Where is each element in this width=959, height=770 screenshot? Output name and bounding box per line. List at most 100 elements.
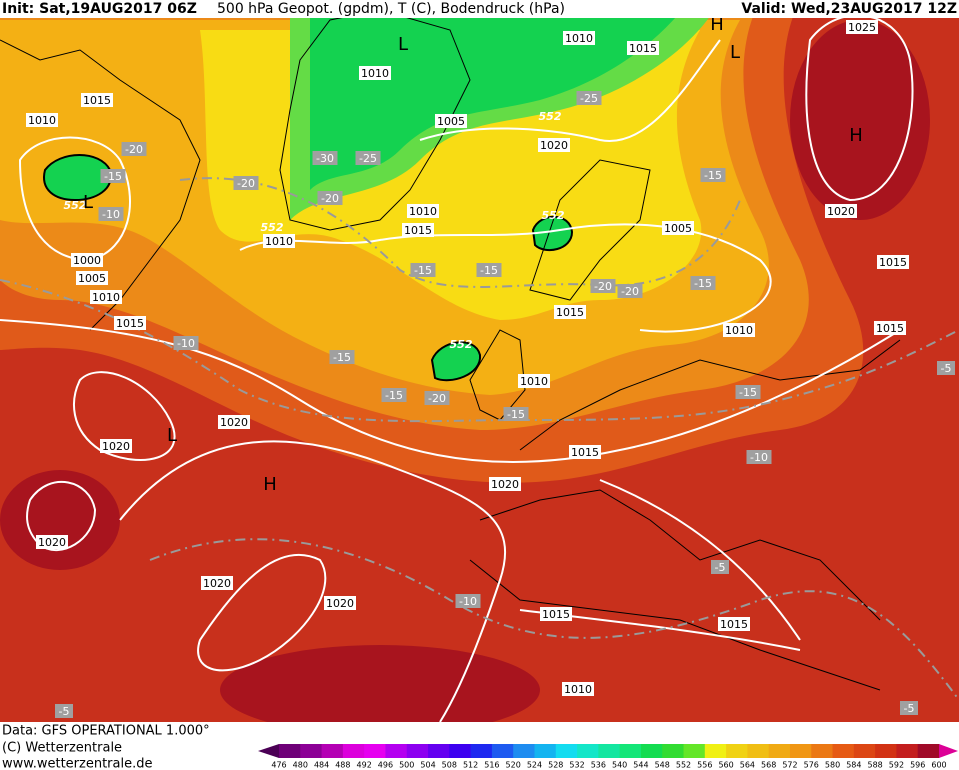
isobar-label-box [71,253,103,267]
colorbar-bin [704,744,727,758]
height-label: 552 [539,110,562,123]
isobar [419,39,721,142]
temperature-label-box [355,151,381,165]
temperature-fields [0,0,930,735]
temperature-label: -15 [739,386,757,399]
colorbar-label: 592 [889,761,904,770]
temperature-label: -15 [333,351,351,364]
isobar-label: 1010 [565,32,593,45]
colorbar-label: 600 [931,761,946,770]
isobar-label: 1020 [491,478,519,491]
isobar-label: 1025 [848,21,876,34]
temperature-label: -20 [594,280,612,293]
map-title: 500 hPa Geopot. (gpdm), T (C), Bodendruc… [217,1,565,17]
isobar-label: 1015 [720,618,748,631]
temperature-label: -30 [316,152,334,165]
colorbar-bin [853,744,876,758]
isobar-label-box [26,113,58,127]
isotherm [149,538,959,701]
isobar-label: 1010 [725,324,753,337]
isobar-label: 1020 [38,536,66,549]
isobar-label-box [563,31,595,45]
temperature-label: -15 [694,277,712,290]
isobar [18,136,131,262]
colorbar-arrow [939,744,958,758]
temperature-label-box [900,701,918,715]
temperature-label: -15 [704,169,722,182]
coastline [469,329,526,421]
pressure-center: H [263,474,277,495]
header-band [0,0,730,18]
colorbar-bin [577,744,599,758]
colorbar-label: 556 [697,761,712,770]
temperature-label-box [746,450,772,464]
temperature-label: -15 [104,170,122,183]
colorbar-label: 552 [676,761,691,770]
colorbar-label: 512 [463,761,478,770]
colorbar-label: 564 [740,761,755,770]
isobar-label-box [718,617,750,631]
isobar-label-box [874,321,906,335]
colorbar-label: 568 [761,761,776,770]
colorbar-label: 532 [569,761,584,770]
colorbar-label: 588 [867,761,882,770]
temperature-label-box [937,361,955,375]
colorbar-bin [534,744,557,758]
colorbar-bin [406,744,429,758]
temperature-label: -10 [750,451,768,464]
data-source: Data: GFS OPERATIONAL 1.000° [2,724,210,739]
temperature-label-box [410,263,436,277]
isobar-label: 1000 [73,254,101,267]
height-label: 552 [542,209,565,222]
field [310,0,690,190]
colorbar-bin [555,744,578,758]
temperature-label-box [476,263,502,277]
isobar-label: 1005 [437,115,465,128]
colorbar-label: 560 [718,761,733,770]
isobar-label-box [407,204,439,218]
temperature-label-box [121,142,147,156]
isobar-label: 1010 [520,375,548,388]
colorbar-bin [385,744,408,758]
colorbar-bin [321,744,344,758]
pressure-center: L [167,425,177,446]
colorbar-label: 500 [399,761,414,770]
isobars [0,14,914,723]
isobar-label-box [218,415,250,429]
temperature-label-box [312,151,338,165]
colorbar-label: 548 [655,761,670,770]
height-label: 552 [450,338,473,351]
isobar-label-box [540,607,572,621]
temperature-label: -15 [507,408,525,421]
isobar-label-box [846,20,878,34]
isobar-label: 1005 [78,272,106,285]
colorbar-label: 580 [825,761,840,770]
temperature-label: -15 [414,264,432,277]
field [0,470,120,570]
isobar-label: 1015 [879,256,907,269]
isobar-label-box [201,576,233,590]
isotherm [0,279,959,423]
field [220,645,540,735]
temperature-label: -10 [102,208,120,221]
isobar-label: 1020 [827,205,855,218]
colorbar-label: 528 [548,761,563,770]
isobar-label: 1010 [265,235,293,248]
temperature-label: -5 [904,702,915,715]
isobar-label: 1015 [404,224,432,237]
copyright: (C) Wetterzentrale [2,741,122,756]
isobar-label: 1010 [28,114,56,127]
temperature-label: -5 [715,561,726,574]
isobar [197,553,327,672]
colorbar-label: 572 [782,761,797,770]
isobar-label-box [324,596,356,610]
field [790,20,930,220]
colorbar-bin [598,744,621,758]
isobar-label-box [723,323,755,337]
colorbar-bin [726,744,748,758]
isobar-label-box [554,305,586,319]
isobar-label-box [569,445,601,459]
colorbar-label: 596 [910,761,925,770]
colorbar: 476 480 484 488 492 496 500 504 508 512 516 520 524 5… [258,744,958,770]
temperature-label-box [55,704,73,718]
